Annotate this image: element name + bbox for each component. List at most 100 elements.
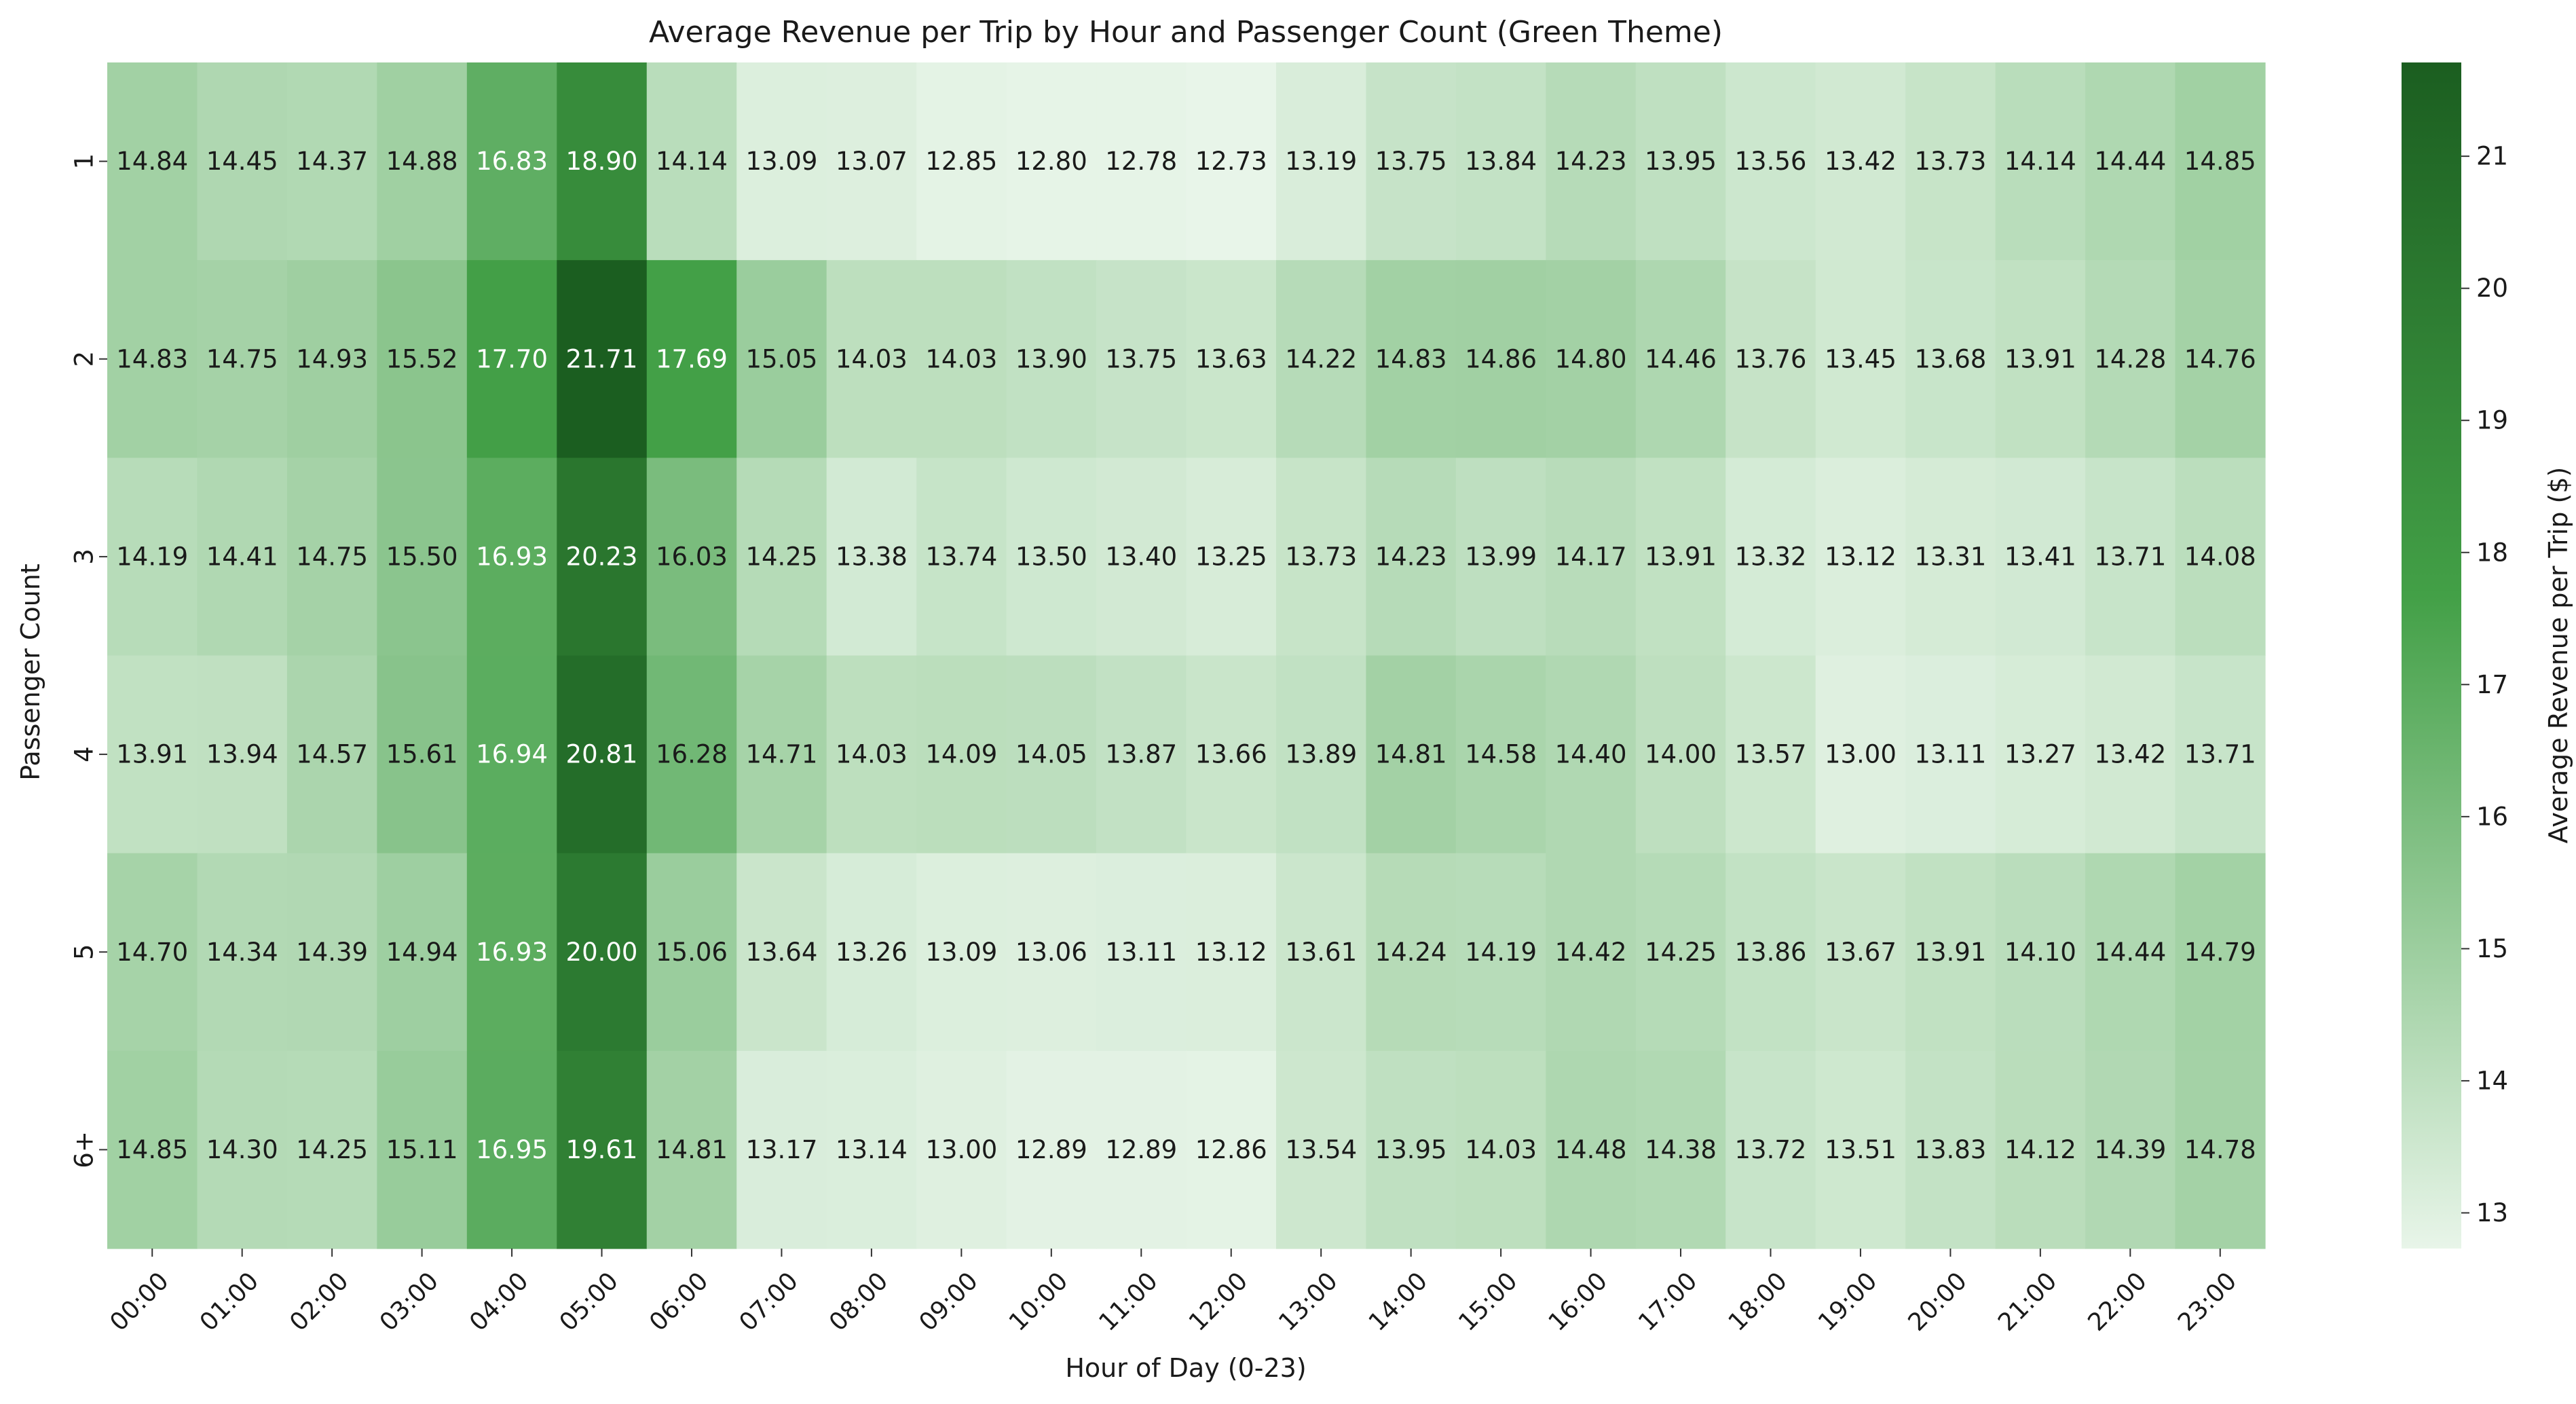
heatmap-cell [1096,62,1187,261]
heatmap-cell [1096,458,1187,657]
cell-value-label: 16.95 [476,1135,548,1164]
heatmap-cell [1006,62,1097,261]
heatmap-cell [1995,853,2086,1052]
cell-value-label: 13.83 [1914,1135,1986,1164]
heatmap-cell [1096,260,1187,458]
x-tick-label: 19:00 [1813,1267,1882,1336]
heatmap-cell [2085,458,2176,657]
y-tick-label: 6+ [70,1131,99,1168]
cell-value-label: 14.17 [1555,542,1627,571]
heatmap-cell [557,62,648,261]
cell-value-label: 13.00 [925,1135,997,1164]
cell-value-label: 13.54 [1285,1135,1357,1164]
heatmap-cell [1006,260,1097,458]
cell-value-label: 13.86 [1735,938,1807,967]
heatmap-cell [1186,853,1277,1052]
cell-value-label: 19.61 [566,1135,638,1164]
cell-value-label: 14.71 [745,740,817,769]
x-tick-label: 13:00 [1273,1267,1343,1336]
heatmap-cell [557,853,648,1052]
heatmap-cell [2175,1050,2266,1249]
heatmap-cell [286,458,377,657]
heatmap-cell [1275,62,1367,261]
y-tick-label: 5 [70,944,99,960]
heatmap-cell [1186,62,1277,261]
cell-value-label: 13.27 [2004,740,2076,769]
colorbar-tick-label: 16 [2476,802,2508,831]
y-tick-label: 1 [70,153,99,170]
cell-value-label: 13.12 [1195,938,1267,967]
heatmap-cell [1546,1050,1637,1249]
heatmap-cell [736,853,827,1052]
colorbar [2402,62,2461,1249]
cell-value-label: 15.05 [745,344,817,373]
cell-value-label: 13.26 [836,938,908,967]
heatmap-cell [466,1050,557,1249]
colorbar-tick-label: 13 [2476,1198,2508,1227]
cell-value-label: 12.89 [1015,1135,1087,1164]
heatmap-cell [1815,260,1906,458]
heatmap-cell [826,458,917,657]
cell-value-label: 14.03 [836,740,908,769]
cell-value-label: 14.94 [386,938,458,967]
cell-value-label: 13.42 [2094,740,2166,769]
heatmap-cell [1275,655,1367,854]
heatmap-cell [1995,62,2086,261]
x-tick-label: 22:00 [2083,1267,2152,1336]
cell-value-label: 15.61 [386,740,458,769]
cell-value-label: 14.79 [2184,938,2256,967]
heatmap-cell [1186,260,1277,458]
heatmap-cell [1096,655,1187,854]
cell-value-label: 13.84 [1465,147,1537,176]
x-tick-label: 23:00 [2173,1267,2242,1336]
heatmap-cell [2085,655,2176,854]
cell-value-label: 14.25 [745,542,817,571]
cell-value-label: 14.48 [1555,1135,1627,1164]
cell-value-label: 18.90 [566,147,638,176]
cell-value-label: 14.03 [925,344,997,373]
cell-value-label: 16.93 [476,938,548,967]
x-tick-label: 04:00 [464,1267,534,1336]
heatmap-cell [1006,1050,1097,1249]
heatmap-cell [197,655,288,854]
heatmap-cell [646,853,737,1052]
heatmap-cell [1455,62,1546,261]
heatmap-cell [466,260,557,458]
cell-value-label: 14.37 [296,147,368,176]
colorbar-tick-label: 18 [2476,538,2508,567]
cell-value-label: 16.28 [656,740,728,769]
heatmap-cell [2175,260,2266,458]
cell-value-label: 13.74 [925,542,997,571]
y-tick-label: 4 [70,746,99,762]
x-tick-label: 15:00 [1453,1267,1523,1336]
cell-value-label: 13.00 [1825,740,1897,769]
cell-value-label: 14.14 [656,147,728,176]
heatmap-cell [1366,260,1457,458]
cell-value-label: 14.00 [1645,740,1717,769]
y-axis: 1 2 3 4 5 6+ [70,153,107,1168]
cell-value-label: 14.28 [2094,344,2166,373]
cell-value-label: 14.80 [1555,344,1627,373]
cell-value-label: 14.41 [206,542,278,571]
x-tick-label: 10:00 [1004,1267,1073,1336]
cell-value-label: 13.73 [1914,147,1986,176]
cell-value-label: 20.81 [566,740,638,769]
heatmap-cell [557,260,648,458]
colorbar-tick-label: 15 [2476,934,2508,963]
heatmap-cell [1905,1050,1996,1249]
heatmap-cell [557,655,648,854]
x-tick-label: 02:00 [284,1267,354,1336]
cell-value-label: 14.81 [1375,740,1447,769]
cell-value-label: 13.32 [1735,542,1807,571]
heatmap-cell [1546,458,1637,657]
cell-value-label: 13.95 [1375,1135,1447,1164]
cell-value-label: 14.03 [836,344,908,373]
heatmap-cell [107,1050,198,1249]
cell-value-label: 14.25 [296,1135,368,1164]
cell-value-label: 14.34 [206,938,278,967]
cell-value-label: 13.11 [1914,740,1986,769]
heatmap-cell [286,655,377,854]
cell-value-label: 14.24 [1375,938,1447,967]
heatmap-cell [286,260,377,458]
heatmap-cell [1546,260,1637,458]
